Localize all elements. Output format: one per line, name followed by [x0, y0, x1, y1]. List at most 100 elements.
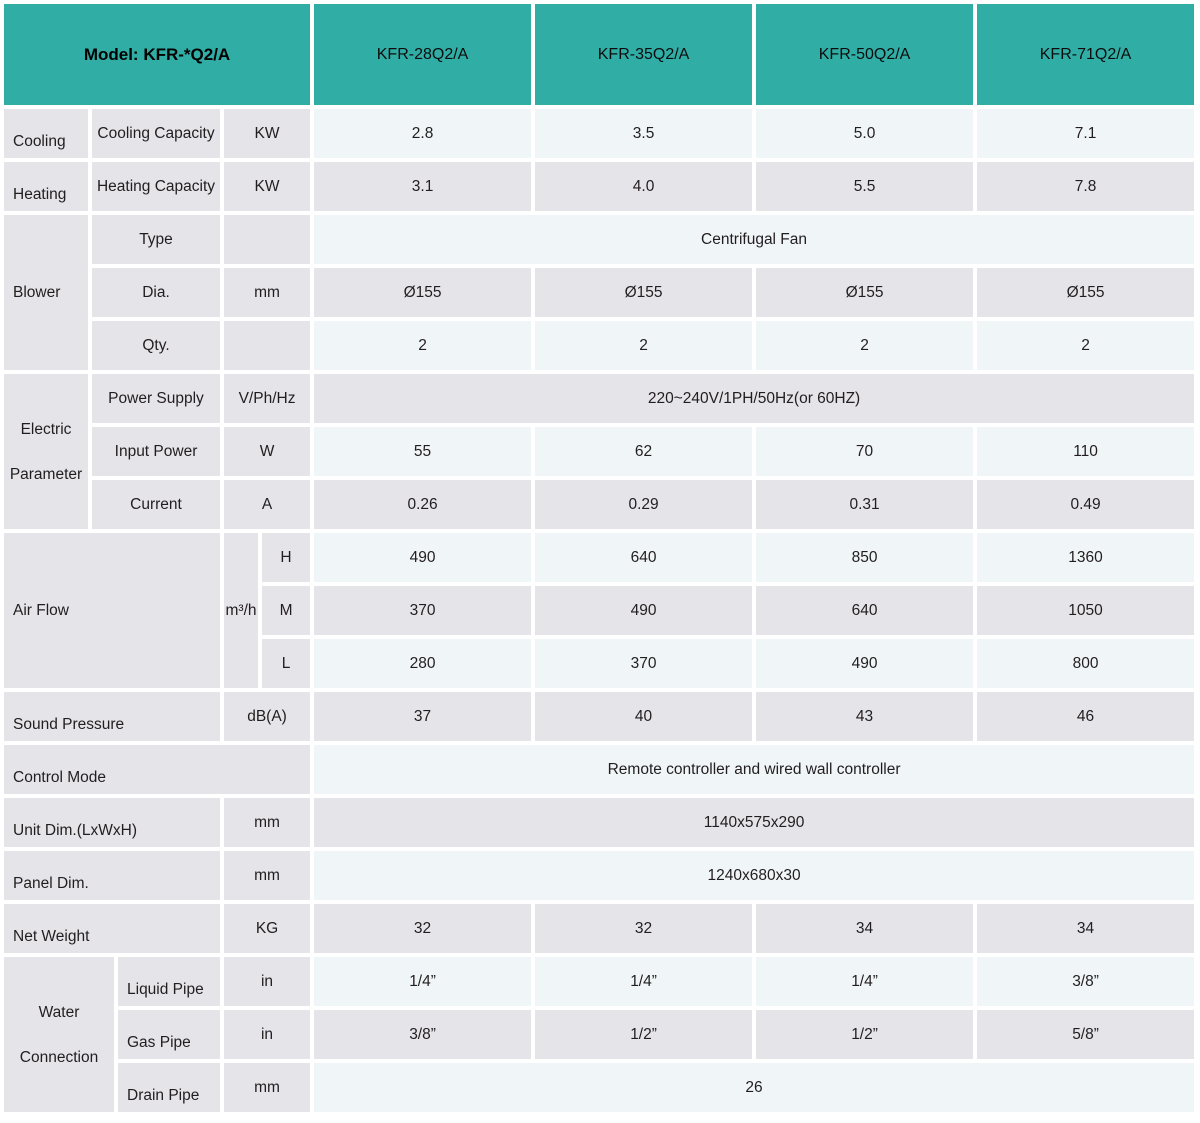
value-liquid-pipe-0: 1/4”	[314, 957, 532, 1006]
label-airflow-low: L	[262, 639, 311, 688]
value-current-0: 0.26	[314, 480, 532, 529]
label-airflow-medium: M	[262, 586, 311, 635]
label-airflow-high: H	[262, 533, 311, 582]
value-airflow-high-1: 640	[535, 533, 753, 582]
value-heating-3: 7.8	[977, 162, 1195, 211]
value-net-weight-2: 34	[756, 904, 974, 953]
value-cooling-3: 7.1	[977, 109, 1195, 158]
value-panel-dim: 1240x680x30	[314, 851, 1195, 900]
row-airflow-high: Air Flow m³/h H 490 640 850 1360	[4, 533, 1195, 688]
value-current-3: 0.49	[977, 480, 1195, 529]
unit-input-power: W	[224, 427, 311, 476]
label-blower-dia: Dia.	[92, 268, 220, 317]
header-col-kfr-35: KFR-35Q2/A	[535, 4, 753, 105]
value-current-1: 0.29	[535, 480, 753, 529]
value-net-weight-3: 34	[977, 904, 1195, 953]
value-airflow-low-1: 370	[535, 639, 753, 688]
value-sound-pressure-2: 43	[756, 692, 974, 741]
value-blower-qty-0: 2	[314, 321, 532, 370]
unit-net-weight: KG	[224, 904, 311, 953]
value-blower-qty-2: 2	[756, 321, 974, 370]
value-net-weight-1: 32	[535, 904, 753, 953]
value-blower-dia-0: Ø155	[314, 268, 532, 317]
value-airflow-medium-0: 370	[314, 586, 532, 635]
value-input-power-1: 62	[535, 427, 753, 476]
group-net-weight: Net Weight	[4, 904, 220, 953]
value-cooling-1: 3.5	[535, 109, 753, 158]
value-liquid-pipe-1: 1/4”	[535, 957, 753, 1006]
row-airflow-low: L 280 370 490 800	[4, 639, 1195, 688]
row-blower-qty: Qty. 2 2 2 2	[4, 321, 1195, 370]
unit-cooling: KW	[224, 109, 311, 158]
value-blower-qty-3: 2	[977, 321, 1195, 370]
value-blower-dia-3: Ø155	[977, 268, 1195, 317]
unit-gas-pipe: in	[224, 1010, 311, 1059]
value-power-supply: 220~240V/1PH/50Hz(or 60HZ)	[314, 374, 1195, 423]
value-airflow-high-3: 1360	[977, 533, 1195, 582]
value-sound-pressure-3: 46	[977, 692, 1195, 741]
value-heating-1: 4.0	[535, 162, 753, 211]
value-blower-type: Centrifugal Fan	[314, 215, 1195, 264]
value-blower-dia-2: Ø155	[756, 268, 974, 317]
row-drain-pipe: Drain Pipe mm 26	[4, 1063, 1195, 1112]
unit-air-flow: m³/h	[224, 533, 258, 688]
row-blower-type: Blower Type Centrifugal Fan	[4, 215, 1195, 370]
group-control-mode: Control Mode	[4, 745, 311, 794]
header-col-kfr-28: KFR-28Q2/A	[314, 4, 532, 105]
header-row: Model: KFR-*Q2/A KFR-28Q2/A KFR-35Q2/A K…	[4, 4, 1195, 105]
row-current: Current A 0.26 0.29 0.31 0.49	[4, 480, 1195, 529]
row-net-weight: Net Weight KG 32 32 34 34	[4, 904, 1195, 953]
value-control-mode: Remote controller and wired wall control…	[314, 745, 1195, 794]
group-water-connection: Water Connection	[4, 957, 114, 1112]
row-unit-dim: Unit Dim.(LxWxH) mm 1140x575x290	[4, 798, 1195, 847]
value-current-2: 0.31	[756, 480, 974, 529]
label-heating-capacity: Heating Capacity	[92, 162, 220, 211]
value-blower-dia-1: Ø155	[535, 268, 753, 317]
value-airflow-low-3: 800	[977, 639, 1195, 688]
group-air-flow: Air Flow	[4, 533, 220, 688]
value-unit-dim: 1140x575x290	[314, 798, 1195, 847]
group-unit-dim: Unit Dim.(LxWxH)	[4, 798, 220, 847]
value-heating-2: 5.5	[756, 162, 974, 211]
unit-blower-qty	[224, 321, 311, 370]
value-gas-pipe-3: 5/8”	[977, 1010, 1195, 1059]
label-drain-pipe: Drain Pipe	[118, 1063, 220, 1112]
header-col-kfr-50: KFR-50Q2/A	[756, 4, 974, 105]
unit-heating: KW	[224, 162, 311, 211]
label-blower-type: Type	[92, 215, 220, 264]
value-drain-pipe: 26	[314, 1063, 1195, 1112]
label-blower-qty: Qty.	[92, 321, 220, 370]
unit-blower-type	[224, 215, 311, 264]
group-blower: Blower	[4, 215, 88, 370]
label-liquid-pipe: Liquid Pipe	[118, 957, 220, 1006]
value-airflow-high-2: 850	[756, 533, 974, 582]
value-gas-pipe-1: 1/2”	[535, 1010, 753, 1059]
label-cooling-capacity: Cooling Capacity	[92, 109, 220, 158]
unit-current: A	[224, 480, 311, 529]
row-sound-pressure: Sound Pressure dB(A) 37 40 43 46	[4, 692, 1195, 741]
row-airflow-medium: M 370 490 640 1050	[4, 586, 1195, 635]
group-panel-dim: Panel Dim.	[4, 851, 220, 900]
row-control-mode: Control Mode Remote controller and wired…	[4, 745, 1195, 794]
row-heating: Heating Heating Capacity KW 3.1 4.0 5.5 …	[4, 162, 1195, 211]
row-gas-pipe: Gas Pipe in 3/8” 1/2” 1/2” 5/8”	[4, 1010, 1195, 1059]
value-sound-pressure-0: 37	[314, 692, 532, 741]
unit-panel-dim: mm	[224, 851, 311, 900]
value-liquid-pipe-3: 3/8”	[977, 957, 1195, 1006]
row-blower-dia: Dia. mm Ø155 Ø155 Ø155 Ø155	[4, 268, 1195, 317]
row-liquid-pipe: Water Connection Liquid Pipe in 1/4” 1/4…	[4, 957, 1195, 1112]
value-airflow-low-2: 490	[756, 639, 974, 688]
unit-unit-dim: mm	[224, 798, 311, 847]
row-panel-dim: Panel Dim. mm 1240x680x30	[4, 851, 1195, 900]
row-power-supply: Electric Parameter Power Supply V/Ph/Hz …	[4, 374, 1195, 529]
value-heating-0: 3.1	[314, 162, 532, 211]
header-model-cell: Model: KFR-*Q2/A	[4, 4, 311, 105]
label-input-power: Input Power	[92, 427, 220, 476]
label-current: Current	[92, 480, 220, 529]
unit-blower-dia: mm	[224, 268, 311, 317]
unit-sound-pressure: dB(A)	[224, 692, 311, 741]
value-airflow-medium-3: 1050	[977, 586, 1195, 635]
label-power-supply: Power Supply	[92, 374, 220, 423]
